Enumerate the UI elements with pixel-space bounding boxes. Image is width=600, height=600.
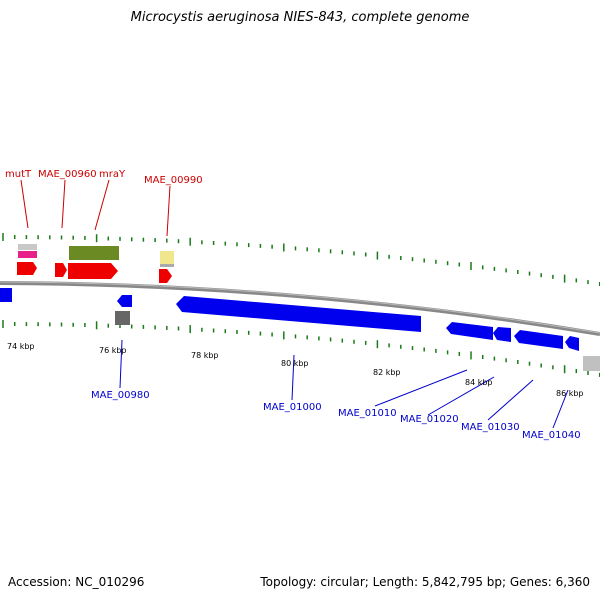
genome-backbone bbox=[0, 281, 600, 336]
label-mutT[interactable]: mutT bbox=[5, 169, 32, 180]
gene-mutT-gray[interactable] bbox=[18, 244, 37, 250]
gene-MAE_01040-arrow[interactable] bbox=[565, 336, 579, 351]
label-mraY[interactable]: mraY bbox=[99, 169, 126, 180]
gene-MAE_00980-arrow[interactable] bbox=[117, 295, 132, 307]
scale-label-80: 80 kbp bbox=[281, 359, 309, 368]
label-MAE_01030[interactable]: MAE_01030 bbox=[461, 422, 520, 433]
gene-mraY-arrow[interactable] bbox=[68, 263, 118, 279]
gene-mutT-pink[interactable] bbox=[18, 251, 37, 258]
gene-MAE_01000-arrow[interactable] bbox=[176, 296, 421, 332]
gene-left-reverse[interactable] bbox=[0, 288, 12, 302]
label-MAE_01040[interactable]: MAE_01040 bbox=[522, 430, 581, 441]
forward-label-group: mutT MAE_00960 mraY MAE_00990 bbox=[5, 169, 203, 186]
scale-label-86: 86 kbp bbox=[556, 389, 584, 398]
reverse-leaders bbox=[119, 339, 569, 429]
gene-mutT-arrow[interactable] bbox=[17, 262, 37, 275]
gene-MAE_01010-arrow[interactable] bbox=[446, 322, 493, 340]
gene-MAE_00990-gray[interactable] bbox=[160, 264, 174, 267]
forward-features bbox=[17, 244, 174, 283]
gene-MAE_01030-arrow[interactable] bbox=[514, 330, 563, 349]
scale-label-84: 84 kbp bbox=[465, 378, 493, 387]
label-MAE_00960[interactable]: MAE_00960 bbox=[38, 169, 97, 180]
scale-label-78: 78 kbp bbox=[191, 351, 219, 360]
genome-backbone-highlight bbox=[0, 281, 600, 334]
reverse-label-group: MAE_00980 MAE_01000 MAE_01010 MAE_01020 … bbox=[91, 390, 581, 441]
gene-MAE_00960-arrow[interactable] bbox=[55, 263, 67, 277]
label-MAE_01000[interactable]: MAE_01000 bbox=[263, 402, 322, 413]
label-MAE_00990[interactable]: MAE_00990 bbox=[144, 175, 203, 186]
scale-label-74: 74 kbp bbox=[7, 342, 35, 351]
label-MAE_01010[interactable]: MAE_01010 bbox=[338, 408, 397, 419]
gene-MAE_00990-yellow[interactable] bbox=[160, 251, 174, 264]
topology-summary: Topology: circular; Length: 5,842,795 bp… bbox=[260, 575, 590, 589]
scale-label-group: 74 kbp 76 kbp 78 kbp 80 kbp 82 kbp 84 kb… bbox=[7, 342, 584, 398]
inner-tick-ring bbox=[2, 320, 600, 377]
reverse-features bbox=[0, 288, 600, 371]
gene-MAE_00980-gray[interactable] bbox=[115, 311, 130, 325]
accession-text: Accession: NC_010296 bbox=[8, 575, 145, 589]
scale-label-76: 76 kbp bbox=[99, 346, 127, 355]
gene-right-gray[interactable] bbox=[583, 356, 600, 371]
map-title: Microcystis aeruginosa NIES-843, complet… bbox=[130, 10, 470, 25]
outer-tick-ring bbox=[2, 233, 600, 286]
scale-label-82: 82 kbp bbox=[373, 368, 401, 377]
gene-MAE_01020-arrow[interactable] bbox=[493, 327, 511, 342]
label-MAE_00980[interactable]: MAE_00980 bbox=[91, 390, 150, 401]
gene-MAE_00990-arrow[interactable] bbox=[159, 269, 172, 283]
forward-leaders bbox=[20, 179, 171, 237]
gene-mraY-olive[interactable] bbox=[69, 246, 119, 260]
label-MAE_01020[interactable]: MAE_01020 bbox=[400, 414, 459, 425]
